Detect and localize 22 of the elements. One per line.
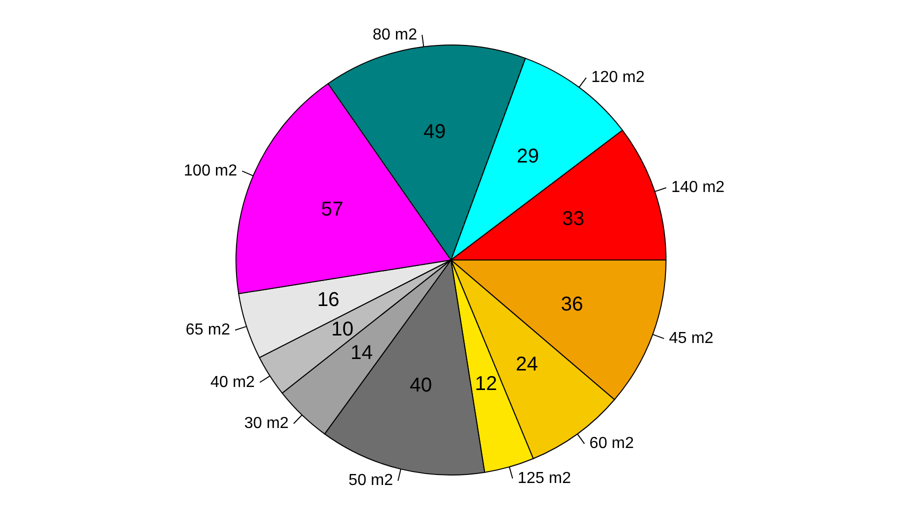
- data-label: 14: [350, 342, 373, 364]
- data-label: 36: [560, 294, 584, 316]
- data-label: 33: [562, 208, 584, 230]
- slice-label: 120 m2: [591, 69, 645, 86]
- data-label: 16: [317, 288, 340, 311]
- data-label: 29: [516, 145, 539, 168]
- data-label: 49: [423, 121, 446, 144]
- slice-label: 80 m2: [372, 26, 418, 44]
- slice-label: 50 m2: [348, 472, 394, 490]
- data-label: 40: [410, 374, 432, 396]
- slice-label: 60 m2: [589, 435, 634, 452]
- slice-label: 40 m2: [210, 374, 255, 391]
- data-label: 10: [331, 318, 354, 341]
- slice-label: 45 m2: [668, 330, 714, 348]
- slice-label: 100 m2: [184, 162, 238, 180]
- data-label: 57: [321, 198, 344, 220]
- slice-label: 125 m2: [518, 470, 572, 487]
- slice-label: 65 m2: [186, 322, 230, 339]
- slice-label: 30 m2: [244, 415, 289, 432]
- data-label: 12: [474, 373, 498, 396]
- slice-label: 140 m2: [671, 179, 725, 196]
- data-label: 24: [516, 353, 538, 376]
